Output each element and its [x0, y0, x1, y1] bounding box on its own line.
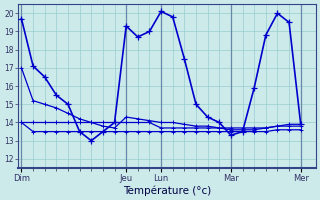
X-axis label: Température (°c): Température (°c) [123, 185, 211, 196]
